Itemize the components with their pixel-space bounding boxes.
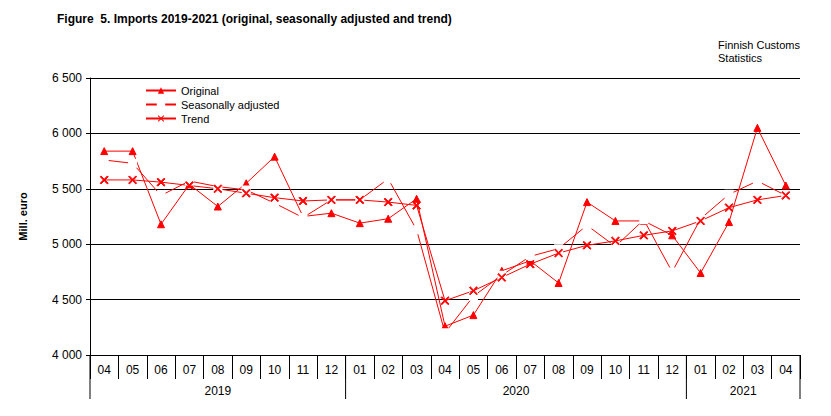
svg-text:5 500: 5 500 [52, 182, 82, 196]
svg-text:2021: 2021 [730, 384, 757, 398]
svg-text:12: 12 [666, 363, 680, 377]
svg-text:4 500: 4 500 [52, 293, 82, 307]
svg-text:10: 10 [609, 363, 623, 377]
svg-text:07: 07 [524, 363, 538, 377]
svg-text:6 000: 6 000 [52, 126, 82, 140]
svg-text:12: 12 [325, 363, 339, 377]
svg-text:02: 02 [382, 363, 396, 377]
svg-text:4 000: 4 000 [52, 348, 82, 362]
svg-text:09: 09 [240, 363, 254, 377]
svg-text:06: 06 [495, 363, 509, 377]
svg-text:05: 05 [126, 363, 140, 377]
svg-text:03: 03 [410, 363, 424, 377]
svg-text:01: 01 [694, 363, 708, 377]
svg-text:2020: 2020 [503, 384, 530, 398]
svg-text:Original: Original [181, 85, 219, 97]
svg-text:06: 06 [154, 363, 168, 377]
svg-text:08: 08 [552, 363, 566, 377]
svg-text:Trend: Trend [181, 113, 209, 125]
svg-text:2019: 2019 [204, 384, 231, 398]
svg-text:04: 04 [779, 363, 793, 377]
svg-text:Seasonally adjusted: Seasonally adjusted [181, 99, 279, 111]
svg-text:Mill. euro: Mill. euro [17, 192, 29, 241]
svg-text:05: 05 [467, 363, 481, 377]
svg-text:02: 02 [722, 363, 736, 377]
svg-text:08: 08 [211, 363, 225, 377]
svg-text:11: 11 [297, 363, 310, 377]
svg-text:Figure 5. Imports 2019-2021 (: Figure 5. Imports 2019-2021 (original, s… [57, 12, 452, 26]
svg-text:11: 11 [638, 363, 651, 377]
svg-text:07: 07 [183, 363, 197, 377]
svg-text:Statistics: Statistics [718, 52, 763, 64]
svg-text:04: 04 [438, 363, 452, 377]
svg-text:01: 01 [353, 363, 367, 377]
svg-text:Finnish Customs: Finnish Customs [718, 39, 803, 51]
svg-text:10: 10 [268, 363, 282, 377]
svg-text:6 500: 6 500 [52, 71, 82, 85]
svg-text:5 000: 5 000 [52, 237, 82, 251]
svg-text:04: 04 [98, 363, 112, 377]
svg-text:03: 03 [751, 363, 765, 377]
svg-text:09: 09 [580, 363, 594, 377]
